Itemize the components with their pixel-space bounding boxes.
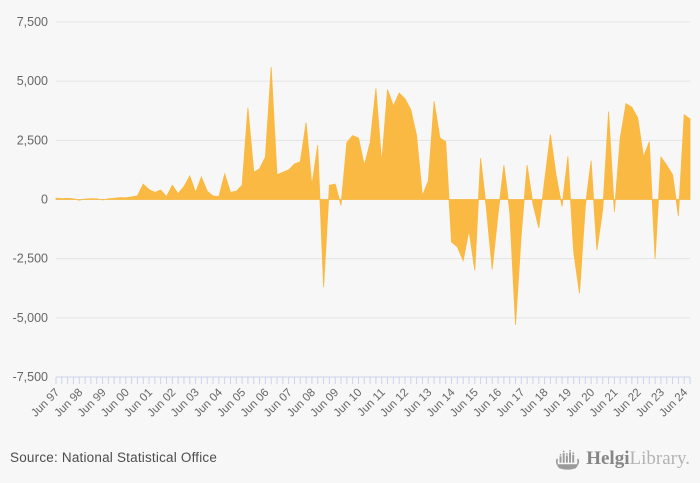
y-axis-label: 5,000 [17, 74, 48, 88]
y-axis-label: -5,000 [13, 311, 48, 325]
y-axis-label: -7,500 [13, 370, 48, 384]
area-series [55, 66, 691, 325]
helgilibrary-logo[interactable]: HelgiLibrary. [554, 446, 690, 472]
logo-text-dot: . [685, 448, 690, 469]
source-note: Source: National Statistical Office [10, 450, 218, 465]
y-axis-label: -2,500 [13, 252, 48, 266]
logo-text-library: Library [629, 448, 686, 469]
logo-text-helgi: Helgi [586, 448, 630, 469]
y-axis-label: 0 [41, 193, 48, 207]
y-axis-label: 7,500 [17, 15, 48, 29]
helgi-ship-icon [556, 449, 580, 470]
y-axis-label: 2,500 [17, 133, 48, 147]
logo-text: HelgiLibrary. [586, 446, 690, 472]
